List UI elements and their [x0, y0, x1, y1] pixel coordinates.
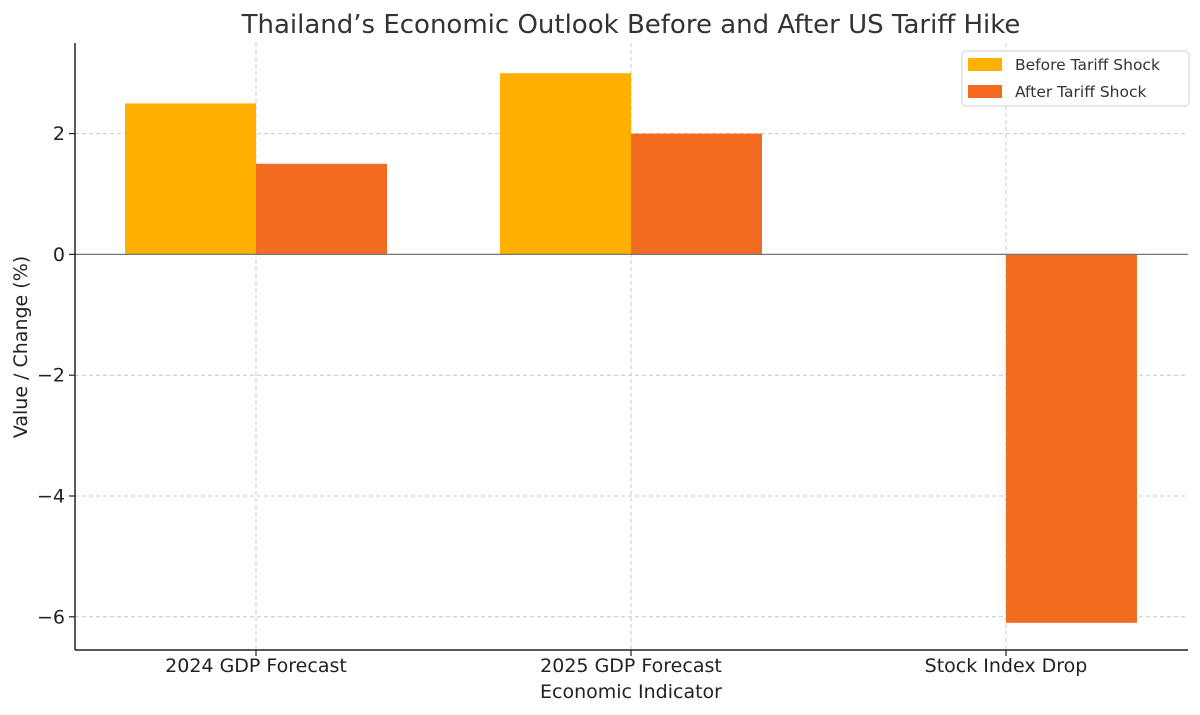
bar-after-1 [631, 133, 762, 255]
y-tick-label: −2 [37, 365, 65, 387]
x-tick-label: 2024 GDP Forecast [165, 655, 347, 677]
legend-label-after: After Tariff Shock [1015, 83, 1147, 101]
legend-label-before: Before Tariff Shock [1015, 56, 1160, 74]
y-tick-label: −6 [37, 606, 65, 628]
axes: 2 0 −2 −4 −6 2024 GDP Forecast 2025 GDP Foreca… [37, 43, 1188, 677]
y-tick-label: 2 [53, 123, 65, 145]
x-tick-label: 2025 GDP Forecast [540, 655, 722, 677]
bars [125, 73, 1137, 623]
bar-after-2 [1006, 254, 1137, 623]
y-axis-label: Value / Change (%) [10, 256, 32, 438]
legend-swatch-after [968, 85, 1002, 98]
y-tick-label: −4 [37, 485, 65, 507]
bar-after-0 [256, 163, 387, 255]
bar-before-0 [125, 103, 256, 255]
bar-before-1 [500, 73, 631, 255]
x-tick-label: Stock Index Drop [925, 655, 1088, 677]
legend-frame [961, 50, 1190, 107]
chart-title: Thailand’s Economic Outlook Before and A… [241, 10, 1021, 40]
legend: Before Tariff Shock After Tariff Shock [961, 50, 1190, 107]
y-tick-label: 0 [53, 244, 65, 266]
x-axis-label: Economic Indicator [540, 681, 722, 703]
legend-swatch-before [968, 58, 1002, 71]
